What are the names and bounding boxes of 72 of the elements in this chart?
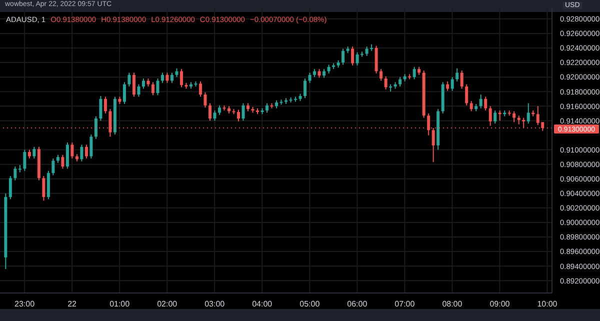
candlestick (526, 102, 530, 124)
x-tick-label: 04:00 (252, 300, 273, 309)
candlestick (61, 154, 64, 170)
candlestick (465, 84, 468, 106)
x-tick-label: 07:00 (394, 300, 416, 309)
candlestick (14, 166, 17, 181)
candlestick (137, 84, 140, 98)
candlestick (104, 96, 107, 114)
candlestick (412, 66, 416, 80)
candlestick (308, 72, 312, 84)
candlestick (80, 144, 84, 162)
candlestick (270, 102, 274, 109)
x-tick-label: 03:00 (204, 300, 226, 309)
candlestick (456, 68, 459, 82)
candlestick (70, 142, 74, 159)
candlestick (384, 76, 388, 90)
candlestick (374, 45, 378, 74)
candlestick (208, 102, 212, 122)
candlestick (304, 78, 307, 99)
candlestick (132, 72, 136, 98)
candlestick (450, 76, 454, 92)
candlestick (488, 106, 492, 126)
candlestick (160, 72, 164, 84)
x-tick-label: 09:00 (490, 300, 510, 309)
candlestick (166, 72, 169, 84)
x-tick-label: 08:00 (442, 300, 463, 309)
candlestick (494, 110, 497, 124)
candlestick (151, 82, 154, 96)
candlestick (122, 82, 126, 104)
candlestick (351, 46, 354, 66)
candlestick (218, 104, 221, 116)
candlestick (470, 100, 473, 112)
candlestick (446, 80, 450, 92)
candlestick (498, 110, 502, 122)
candlestick (18, 164, 22, 173)
candlestick (156, 78, 160, 96)
x-tick-label: 10:00 (537, 300, 558, 309)
candlestick (460, 70, 464, 90)
candlestick (42, 175, 46, 202)
candlestick (142, 78, 145, 90)
candlestick (180, 68, 183, 88)
x-tick-label: 06:00 (347, 300, 368, 309)
x-tick-label: 22 (68, 300, 78, 309)
candlestick (32, 146, 36, 159)
candlestick (408, 74, 412, 80)
x-tick-label: 02:00 (157, 300, 178, 309)
candlestick (204, 92, 207, 108)
candlestick (237, 109, 240, 122)
candlestick (94, 116, 98, 140)
candlestick (84, 144, 88, 159)
candlestick (484, 96, 488, 112)
candlestick (99, 95, 102, 122)
x-tick-label: 01:00 (110, 300, 130, 309)
candlestick (52, 158, 55, 176)
x-tick-label: 23:00 (14, 300, 36, 309)
candlestick (398, 76, 402, 88)
candlestick (242, 102, 245, 122)
candlestick (46, 170, 50, 200)
candlestick (479, 94, 482, 109)
candlestick (213, 110, 216, 122)
candlestick (23, 149, 26, 172)
candlestick (342, 48, 345, 66)
candlestick (90, 134, 93, 159)
candlestick (128, 72, 131, 88)
x-tick-label: 05:00 (300, 300, 320, 309)
candlestick (266, 102, 269, 114)
candlestick (8, 175, 12, 200)
candlestick (380, 68, 383, 82)
candlestick (512, 110, 516, 123)
candlestick (66, 142, 69, 170)
candlestick (198, 80, 202, 98)
candlestick (170, 72, 174, 84)
